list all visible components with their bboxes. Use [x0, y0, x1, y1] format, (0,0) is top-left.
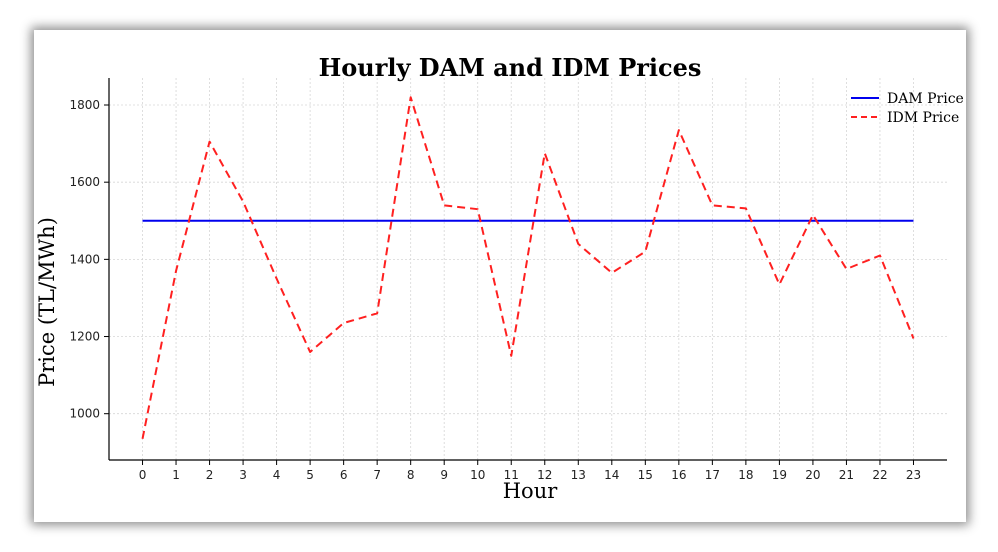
- y-tick-label: 1000: [69, 407, 100, 421]
- x-tick-label: 18: [738, 468, 753, 482]
- x-tick-label: 0: [139, 468, 147, 482]
- y-tick-label: 1800: [69, 98, 100, 112]
- chart-card: Hourly DAM and IDM Prices 0 1 2 3 4 5 6 7 8 9 10 11…: [34, 30, 966, 522]
- chart-title: Hourly DAM and IDM Prices: [319, 53, 702, 82]
- idm-price-line: [141, 96, 915, 439]
- x-tick-label: 16: [671, 468, 686, 482]
- x-tick-label: 9: [440, 468, 448, 482]
- x-tick-label: 21: [839, 468, 854, 482]
- x-tick-label: 2: [206, 468, 214, 482]
- x-tick-label: 20: [805, 468, 820, 482]
- x-tick-label: 1: [172, 468, 180, 482]
- x-tick-label: 19: [772, 468, 787, 482]
- x-axis-label: Hour: [503, 479, 558, 503]
- legend-label: DAM Price: [887, 91, 964, 107]
- line-chart: Hourly DAM and IDM Prices 0 1 2 3 4 5 6 7 8 9 10 11…: [35, 53, 964, 503]
- x-tick-label: 5: [306, 468, 314, 482]
- x-tick-label: 6: [340, 468, 348, 482]
- x-tick-label: 7: [373, 468, 381, 482]
- x-tick-label: 8: [407, 468, 415, 482]
- series-lines: [141, 96, 915, 439]
- x-tick-label: 4: [273, 468, 281, 482]
- x-tick-label: 23: [906, 468, 921, 482]
- x-axis-ticks: 0 1 2 3 4 5 6 7 8 9 10 11 12 13 14 15 16 17 18 19 20 21 22 23: [139, 460, 921, 482]
- x-tick-label: 10: [470, 468, 485, 482]
- legend-label: IDM Price: [887, 110, 959, 126]
- x-tick-label: 15: [638, 468, 653, 482]
- legend: DAM Price IDM Price: [851, 91, 964, 126]
- x-tick-label: 17: [705, 468, 720, 482]
- y-axis-ticks: 1000 1200 1400 1600 1800: [69, 98, 109, 421]
- x-tick-label: 11: [504, 468, 519, 482]
- x-tick-label: 22: [872, 468, 887, 482]
- y-tick-label: 1600: [69, 175, 100, 189]
- y-tick-label: 1200: [69, 330, 100, 344]
- y-axis-label: Price (TL/MWh): [35, 217, 59, 387]
- axes: [108, 78, 947, 461]
- x-tick-label: 13: [571, 468, 586, 482]
- x-tick-label: 14: [604, 468, 619, 482]
- x-tick-label: 12: [537, 468, 552, 482]
- x-tick-label: 3: [239, 468, 247, 482]
- grid-lines: [109, 78, 947, 460]
- y-tick-label: 1400: [69, 252, 100, 266]
